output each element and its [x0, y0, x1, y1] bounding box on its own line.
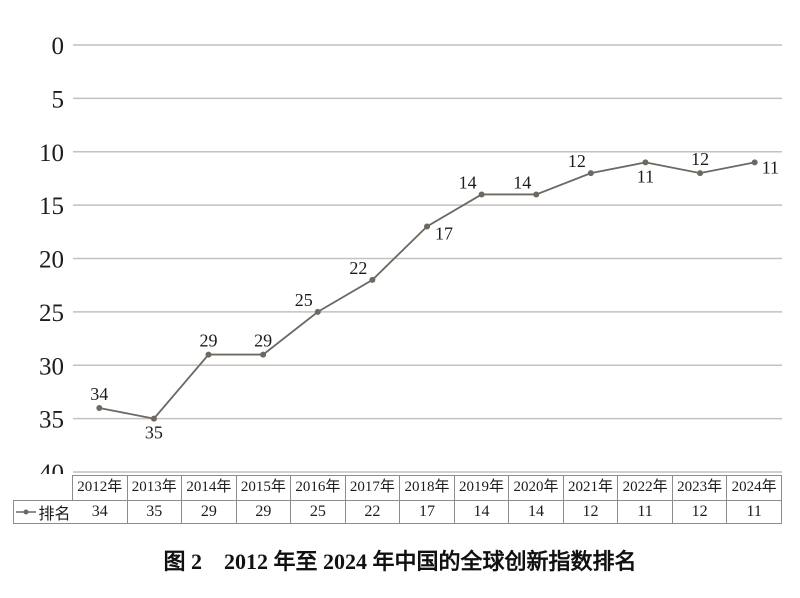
data-point-marker: [642, 159, 649, 166]
data-point-marker: [751, 159, 758, 166]
data-point-value-label: 25: [295, 290, 313, 310]
rank-value-cell: 12: [671, 501, 727, 523]
data-table-value-row: 排名 34 35 29 29 25 22 17 14 14 12 11 12 11: [13, 500, 782, 524]
data-point-marker: [260, 351, 267, 358]
data-point-value-label: 17: [435, 223, 453, 243]
year-header-cell: 2018年: [399, 476, 454, 500]
rank-value-cell: 14: [453, 501, 509, 523]
rank-value-cell: 22: [344, 501, 400, 523]
year-header-cell: 2021年: [562, 476, 618, 500]
data-point-value-label: 34: [90, 384, 108, 404]
data-point-value-label: 14: [513, 172, 531, 192]
series-legend-cell: 排名: [14, 501, 73, 523]
data-point-value-label: 35: [145, 423, 163, 443]
series-legend-label: 排名: [38, 506, 71, 523]
data-point-marker: [697, 170, 704, 177]
year-header-cell: 2017年: [344, 476, 400, 500]
year-header-cell: 2013年: [126, 476, 182, 500]
data-point-value-label: 29: [200, 331, 218, 351]
y-axis-tick-label: 40: [39, 460, 64, 474]
y-axis-tick-label: 35: [39, 407, 64, 434]
data-point-value-label: 11: [637, 166, 654, 186]
series-polyline: [99, 161, 755, 420]
data-point-marker: [478, 191, 485, 198]
figure-caption: 图 2 2012 年至 2024 年中国的全球创新指数排名: [163, 549, 637, 574]
year-header-cell: 2012年: [77, 479, 123, 495]
rank-value-cell: 25: [290, 501, 345, 523]
rank-value-cell: 11: [617, 501, 672, 523]
rank-value-cell: 17: [399, 501, 454, 523]
y-axis-tick-label: 5: [52, 86, 65, 113]
y-axis-tick-label: 10: [39, 140, 64, 167]
year-header-cell: 2016年: [290, 476, 345, 500]
data-point-marker: [424, 223, 430, 230]
data-point-value-label: 22: [349, 258, 367, 278]
y-axis-tick-label: 20: [39, 247, 64, 274]
y-axis-tick-label: 25: [39, 300, 64, 327]
y-axis-tick-label: 30: [39, 353, 64, 380]
data-point-marker: [533, 191, 540, 198]
rank-value-cell: 11: [726, 501, 781, 523]
year-header-cell: 2019年: [453, 476, 509, 500]
rank-value-cell: 35: [126, 501, 182, 523]
y-axis-tick-label: 0: [52, 33, 65, 60]
year-header-cell: 2014年: [181, 476, 236, 500]
data-point-marker: [369, 276, 376, 283]
data-point-marker: [205, 351, 212, 358]
data-point-marker: [96, 404, 103, 411]
rank-value-cell: 12: [562, 501, 618, 523]
rank-value-cell: 29: [181, 501, 236, 523]
rank-value-cell: 34: [91, 503, 108, 520]
data-table-header-row: 2012年 2013年 2014年 2015年 2016年 2017年 2018年 2019年…: [72, 475, 782, 500]
year-header-cell: 2020年: [508, 476, 563, 500]
year-header-cell: 2023年: [671, 476, 727, 500]
data-point-value-label: 14: [459, 172, 477, 192]
data-point-value-label: 12: [568, 151, 586, 171]
rank-value-cell: 14: [508, 501, 563, 523]
data-point-value-label: 29: [254, 331, 272, 351]
year-header-cell: 2022年: [617, 476, 672, 500]
data-point-marker: [587, 170, 594, 177]
line-dot-marker-icon: [16, 509, 37, 515]
year-header-cell: 2015年: [235, 476, 291, 500]
data-point-value-label: 12: [691, 149, 709, 169]
y-axis-tick-label: 15: [39, 193, 64, 220]
ranking-line-chart: 0 5 10 15 20 25 30 35 40 34 35 29 29 25 22 17 14 14 12 11 12…: [39, 33, 782, 474]
year-header-cell: 2024年: [726, 476, 781, 500]
data-point-marker: [150, 415, 157, 422]
data-point-marker: [314, 308, 321, 315]
rank-value-cell: 29: [235, 501, 291, 523]
data-point-value-label: 11: [762, 157, 779, 177]
